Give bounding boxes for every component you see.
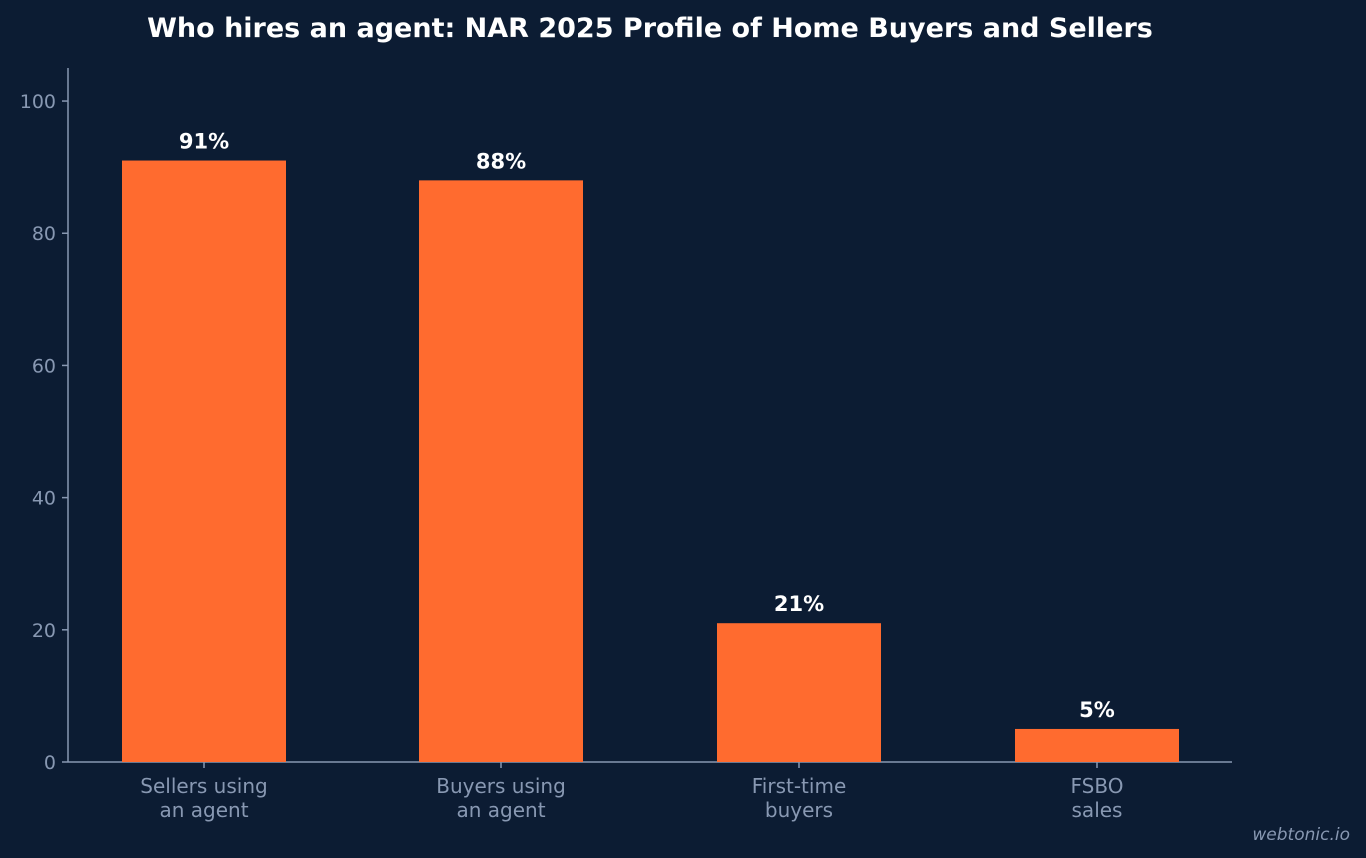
watermark: webtonic.io [1252,825,1350,845]
data-label: 91% [179,130,229,154]
bar [419,180,583,762]
data-label: 5% [1079,698,1115,722]
data-labels: 91% 88% 21% 5% [179,130,1115,722]
bar [717,623,881,762]
x-tick-label: Sellers using an agent [140,774,267,822]
x-tick-label-line: Buyers using [436,774,566,798]
x-tick-label-line: Sellers using [140,774,267,798]
y-axis: 0 20 40 60 80 100 [20,68,69,774]
x-tick-label-line: an agent [456,798,545,822]
y-tick-label: 80 [32,223,56,245]
chart-title: Who hires an agent: NAR 2025 Profile of … [147,13,1153,44]
x-tick-label-line: sales [1072,798,1123,822]
y-tick-label: 20 [32,620,56,642]
data-label: 88% [476,149,526,173]
x-tick-label-line: FSBO [1071,774,1124,798]
bars [122,160,1179,763]
x-tick-label-line: First-time [752,774,847,798]
y-tick-label: 60 [32,355,56,377]
x-tick-label-line: buyers [765,798,833,822]
x-tick-label: Buyers using an agent [436,774,566,822]
y-tick-label: 40 [32,488,56,510]
data-label: 21% [774,592,824,616]
y-tick-label: 0 [44,752,56,774]
y-tick-label: 100 [20,91,56,113]
bar [1015,728,1179,762]
x-tick-label: First-time buyers [752,774,847,822]
x-tick-label-line: an agent [159,798,248,822]
bar [122,160,286,763]
x-tick-label: FSBO sales [1071,774,1124,822]
